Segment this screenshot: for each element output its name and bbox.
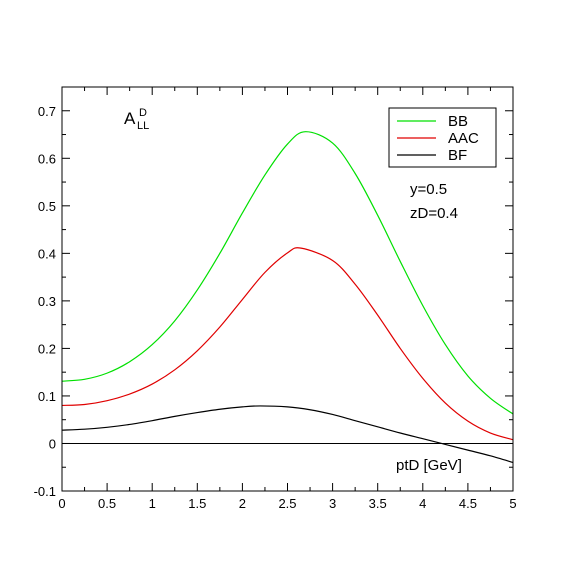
x-tick-label: 1.5: [188, 496, 206, 511]
y-tick-label: 0.7: [38, 104, 56, 119]
x-tick-label: 3.5: [369, 496, 387, 511]
annotation-y: y=0.5: [410, 181, 447, 198]
legend-label-bf: BF: [448, 147, 467, 164]
x-tick-label: 4: [419, 496, 426, 511]
y-tick-label: 0.6: [38, 151, 56, 166]
x-tick-label: 1: [149, 496, 156, 511]
series-line-aac: [61, 247, 514, 441]
x-tick-label: 0.5: [98, 496, 116, 511]
x-tick-label: 2.5: [278, 496, 296, 511]
y-tick-label: 0.3: [38, 294, 56, 309]
series-line-bb: [61, 131, 514, 415]
x-tick-label: 3: [329, 496, 336, 511]
y-axis-label: A: [124, 109, 136, 128]
x-tick-label: 5: [509, 496, 516, 511]
y-axis-label-sub: LL: [137, 120, 149, 132]
x-tick-label: 0: [58, 496, 65, 511]
y-axis-label-main: A: [124, 109, 136, 128]
y-tick-label: 0.1: [38, 389, 56, 404]
y-tick-label: -0.1: [34, 484, 56, 499]
y-tick-label: 0.5: [38, 199, 56, 214]
legend-label-bb: BB: [448, 113, 468, 130]
y-tick-label: 0: [49, 436, 56, 451]
legend-label-aac: AAC: [448, 130, 479, 147]
x-tick-label: 2: [239, 496, 246, 511]
annotation-zd: zD=0.4: [410, 205, 458, 222]
y-tick-label: 0.2: [38, 341, 56, 356]
y-tick-label: 0.4: [38, 246, 56, 261]
legend: BB AAC BF: [388, 107, 497, 168]
x-axis-label: ptD [GeV]: [396, 457, 462, 474]
series-line-bf: [61, 405, 514, 464]
y-axis-label-sup: D: [139, 107, 147, 119]
x-tick-label: 4.5: [459, 496, 477, 511]
